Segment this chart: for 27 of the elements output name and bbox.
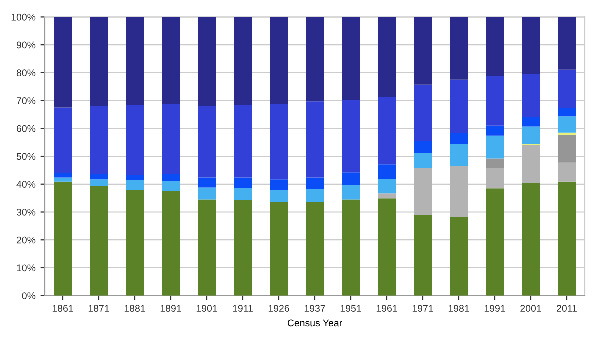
y-tick-label: 60% [17, 125, 36, 132]
x-tick-label: 1951 [340, 305, 362, 312]
x-tick-label: 1861 [52, 305, 74, 312]
x-tick-label: 2001 [520, 305, 542, 312]
y-tick-label: 70% [17, 98, 36, 104]
x-tick-label: 1881 [124, 305, 146, 312]
x-tick-label: 1926 [268, 305, 290, 312]
x-tick-label: 1961 [376, 305, 398, 312]
y-tick-label: 100% [12, 14, 36, 21]
x-tick-label: 1991 [484, 305, 506, 312]
x-tick-label: 1937 [304, 305, 326, 312]
x-tick-label: 1901 [196, 305, 218, 312]
x-tick-label: 2011 [557, 305, 577, 312]
y-tick-label: 10% [17, 264, 36, 272]
y-tick-label: 20% [17, 236, 36, 244]
x-axis-title: Census Year [288, 320, 342, 327]
y-tick-label: 40% [16, 181, 36, 188]
y-tick-label: 0% [22, 292, 36, 300]
x-tick-label: 1911 [233, 305, 253, 312]
y-tick-label: 80% [16, 70, 36, 77]
x-tick-label: 1891 [160, 305, 182, 312]
x-tick-label: 1871 [88, 305, 110, 312]
y-tick-label: 50% [16, 153, 36, 160]
y-tick-label: 90% [16, 42, 36, 49]
x-tick-label: 1971 [412, 305, 434, 312]
y-tick-label: 30% [16, 208, 36, 216]
x-tick-label: 1981 [448, 305, 470, 312]
